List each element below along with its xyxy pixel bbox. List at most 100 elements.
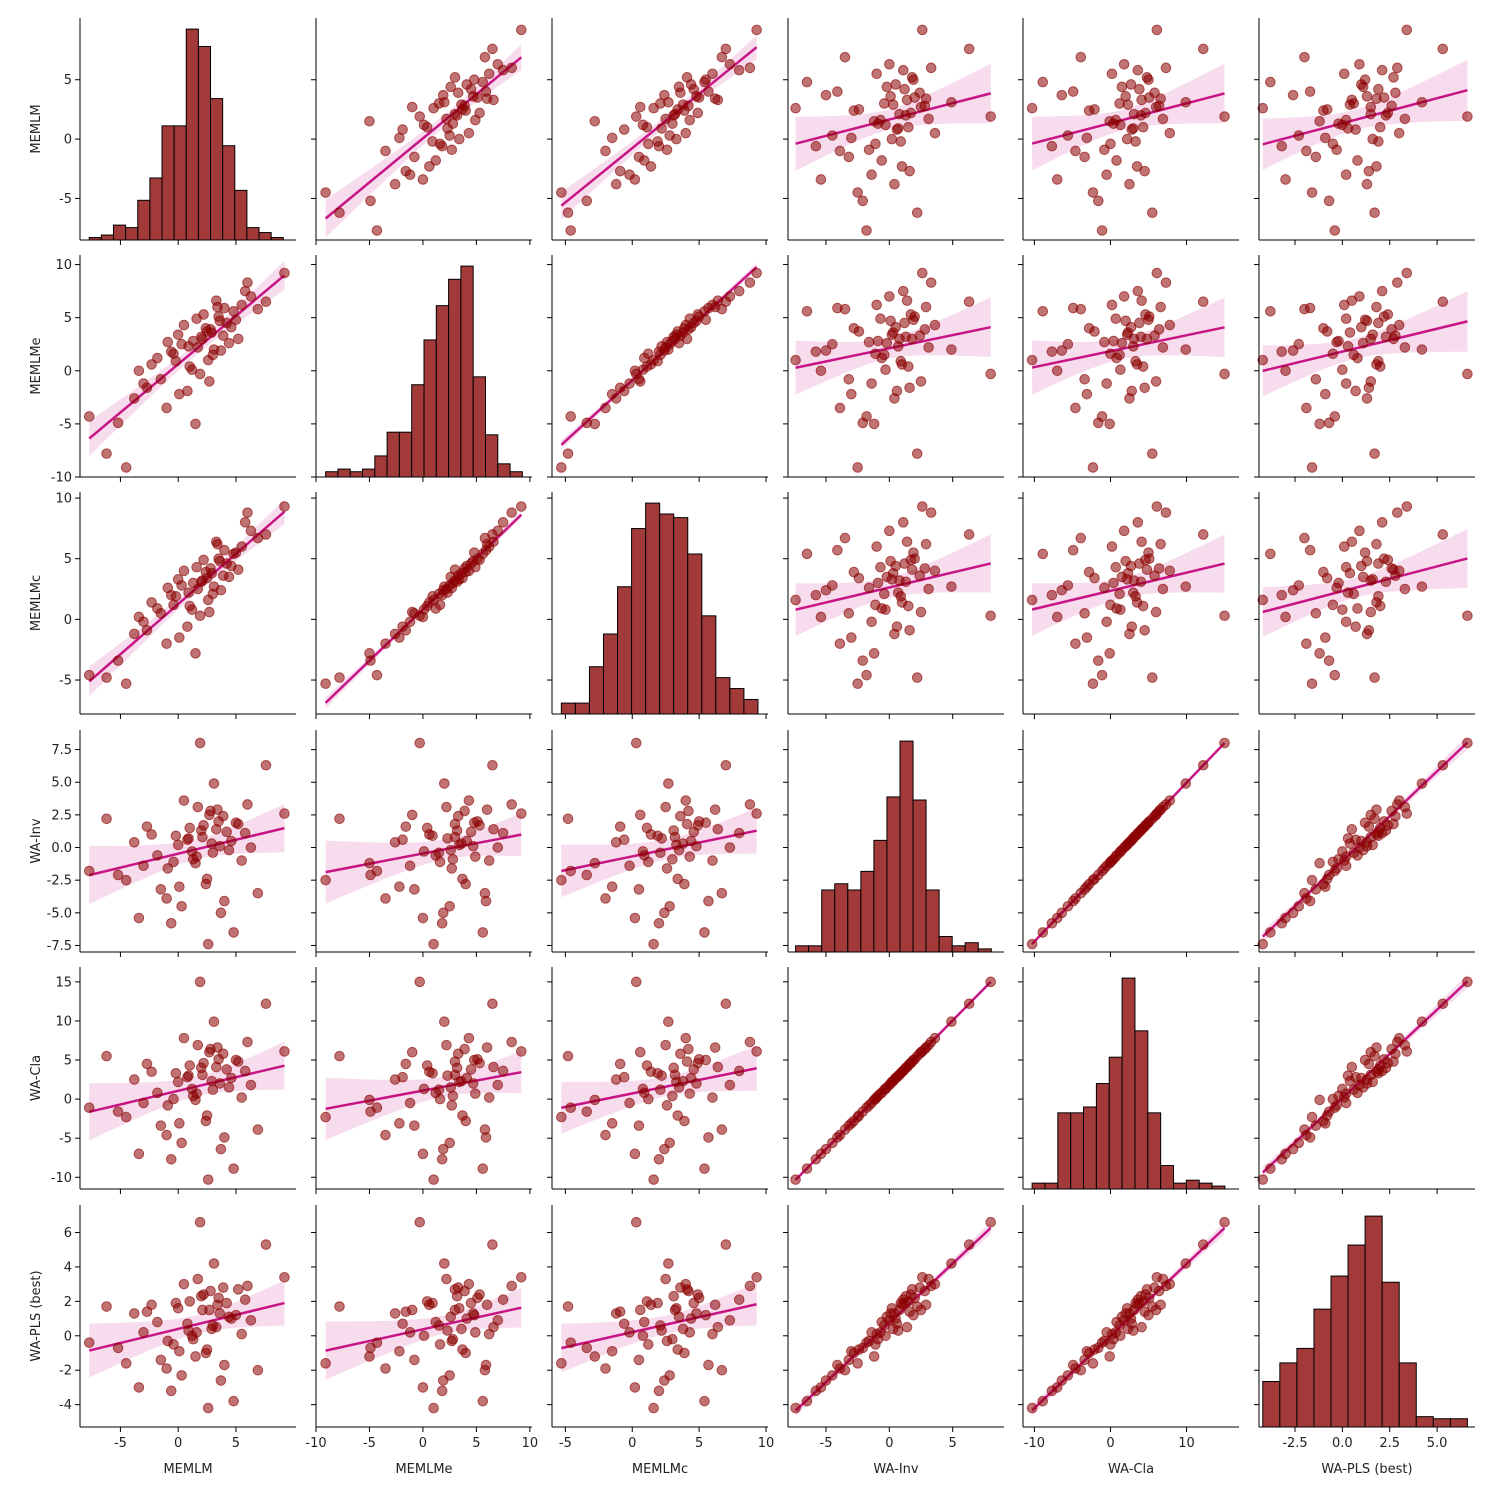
scatter-point (83, 1337, 95, 1348)
scatter-point (724, 1315, 736, 1326)
scatter-point (655, 1084, 666, 1096)
scatter-point (409, 1354, 420, 1366)
histogram-bar (161, 125, 175, 241)
x-axis-label: WA-PLS (best) (1321, 1462, 1412, 1477)
scatter-point (101, 448, 112, 459)
y-tick-label: -5 (59, 1132, 72, 1147)
scatter-point (925, 507, 937, 518)
scatter-point (441, 1273, 452, 1285)
scatter-point (875, 313, 886, 325)
panel (547, 492, 768, 719)
scatter-point (1160, 62, 1172, 74)
scatter-point (465, 826, 477, 838)
scatter-point (414, 976, 426, 988)
scatter-point (239, 1065, 251, 1077)
scatter-point (1075, 532, 1087, 544)
panel (783, 730, 1004, 957)
scatter-point (707, 1092, 718, 1103)
scatter-point (751, 808, 762, 819)
scatter-point (1146, 672, 1158, 683)
scatter-point (1180, 581, 1192, 592)
scatter-point (334, 1050, 345, 1062)
scatter-point (120, 462, 132, 473)
scatter-point (1280, 365, 1291, 377)
scatter-point (1150, 101, 1162, 113)
scatter-point (645, 161, 657, 172)
scatter-point (439, 96, 450, 108)
scatter-point (1280, 611, 1291, 623)
scatter-point (866, 169, 877, 181)
scatter-point (1026, 938, 1038, 950)
scatter-point (852, 678, 863, 689)
scatter-point (716, 1124, 728, 1135)
scatter-point (1089, 104, 1100, 115)
scatter-point (634, 809, 646, 821)
regression-line (88, 274, 286, 440)
scatter-point (260, 759, 272, 771)
x-axis-label: WA-Inv (873, 1462, 919, 1477)
scatter-point (1361, 393, 1373, 404)
scatter-point (506, 1280, 517, 1292)
scatter-point (1363, 165, 1375, 177)
histogram-bar (125, 227, 139, 241)
scatter-point (1155, 301, 1166, 313)
scatter-point (446, 1100, 458, 1111)
scatter-point (680, 127, 692, 139)
x-tick-label: -2.5 (1282, 1436, 1307, 1451)
scatter-point (389, 178, 401, 190)
scatter-point (683, 805, 694, 817)
scatter-point (480, 895, 492, 907)
scatter-point (1092, 195, 1104, 207)
scatter-point (709, 301, 721, 313)
scatter-point (1160, 1280, 1172, 1292)
scatter-point (637, 1083, 649, 1095)
scatter-point (228, 1163, 239, 1174)
scatter-point (279, 267, 290, 279)
scatter-point (1306, 187, 1318, 198)
scatter-point (663, 96, 674, 108)
scatter-point (852, 187, 863, 198)
scatter-point (637, 1330, 649, 1342)
scatter-point (279, 501, 290, 512)
scatter-point (112, 1342, 124, 1354)
scatter-point (985, 610, 996, 622)
scatter-point (1081, 1345, 1093, 1357)
scatter-point (633, 884, 645, 895)
scatter-point (565, 225, 577, 236)
scatter-point (215, 1375, 227, 1386)
scatter-point (606, 388, 618, 400)
scatter-point (1392, 507, 1403, 518)
scatter-point (892, 1325, 904, 1336)
scatter-point (1373, 591, 1384, 602)
x-tick-label: 0 (419, 1436, 427, 1451)
scatter-point (589, 1094, 601, 1106)
scatter-point (1361, 315, 1373, 327)
scatter-point (168, 599, 179, 611)
scatter-point (204, 809, 215, 821)
scatter-point (1388, 818, 1399, 830)
scatter-point (1401, 24, 1413, 36)
scatter-point (365, 195, 376, 207)
scatter-point (133, 1148, 145, 1160)
scatter-point (1099, 582, 1110, 594)
scatter-point (483, 1092, 495, 1103)
scatter-point (1079, 608, 1090, 619)
scatter-point (400, 624, 412, 636)
scatter-point (497, 1294, 509, 1305)
scatter-point (155, 1354, 167, 1366)
scatter-point (581, 195, 593, 207)
scatter-point (219, 895, 230, 907)
scatter-point (925, 277, 937, 288)
scatter-point (506, 1036, 517, 1048)
scatter-point (624, 1327, 635, 1338)
scatter-point (1075, 887, 1087, 899)
scatter-point (427, 830, 438, 842)
scatter-point (556, 1358, 567, 1369)
scatter-point (832, 1359, 843, 1371)
scatter-point (232, 1284, 244, 1295)
scatter-point (1116, 337, 1128, 349)
scatter-point (1067, 895, 1079, 907)
scatter-point (214, 555, 226, 567)
scatter-point (1051, 912, 1063, 924)
scatter-point (1276, 346, 1288, 357)
